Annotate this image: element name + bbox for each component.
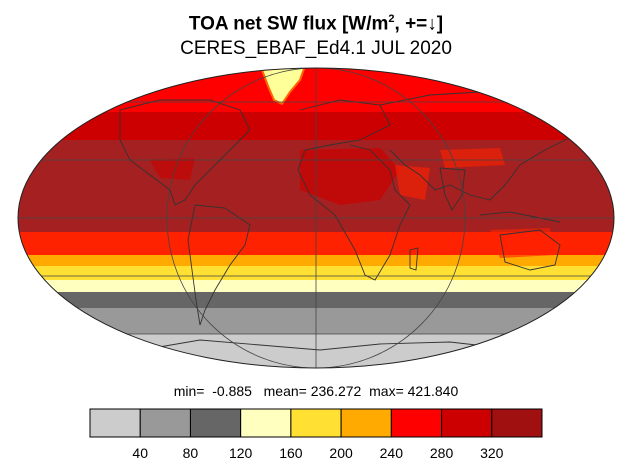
europe-africa-outline: [297, 99, 411, 281]
colorbar-swatch: [491, 408, 543, 438]
greenland-ice: [262, 68, 305, 104]
colorbar-tick-label: 120: [228, 445, 253, 461]
tibet-region: [440, 148, 505, 168]
stat-max: 421.840: [407, 383, 459, 399]
south-america-outline: [187, 204, 251, 326]
colorbar-swatch: [340, 408, 392, 438]
lon-90: [166, 68, 466, 368]
colorbar-swatch: [441, 408, 493, 438]
colorbar-swatch: [240, 408, 292, 438]
stats-line: min= -0.885 mean= 236.272 max= 421.840: [173, 383, 459, 399]
colorbar-tick-label: 280: [429, 445, 454, 461]
colorbar-tick-label: 320: [480, 445, 504, 461]
stat-min: -0.885: [212, 383, 252, 399]
stat-mean: 236.272: [310, 383, 362, 399]
indian-subcontinent-outline: [439, 167, 466, 211]
colorbar-tick-label: 80: [182, 445, 199, 461]
colorbar-tick-label: 40: [132, 445, 149, 461]
colorbar-swatch: [290, 408, 342, 438]
indonesia-outline: [479, 211, 561, 223]
map-title: TOA net SW flux [W/m2, +=↓]: [188, 13, 444, 35]
madagascar-outline: [409, 247, 419, 271]
colorbar-swatch: [390, 408, 443, 438]
colorbar-tick-label: 240: [379, 445, 404, 461]
sw-america-region: [150, 158, 195, 180]
arabia-region: [395, 165, 430, 200]
colorbar-swatch: [89, 408, 141, 438]
colorbar-swatch: [189, 408, 242, 438]
australia-region: [490, 228, 555, 258]
antarctica-outline: [129, 339, 521, 353]
australia-outline: [499, 229, 561, 271]
globe-outline: [17, 67, 615, 369]
colorbar-tick-label: 200: [329, 445, 353, 461]
sahara-region: [300, 148, 400, 205]
global-flux-map: [17, 67, 615, 369]
colorbar-swatch: [139, 408, 191, 438]
map-subtitle: CERES_EBAF_Ed4.1 JUL 2020: [180, 38, 452, 59]
colorbar-tick-label: 160: [279, 445, 303, 461]
